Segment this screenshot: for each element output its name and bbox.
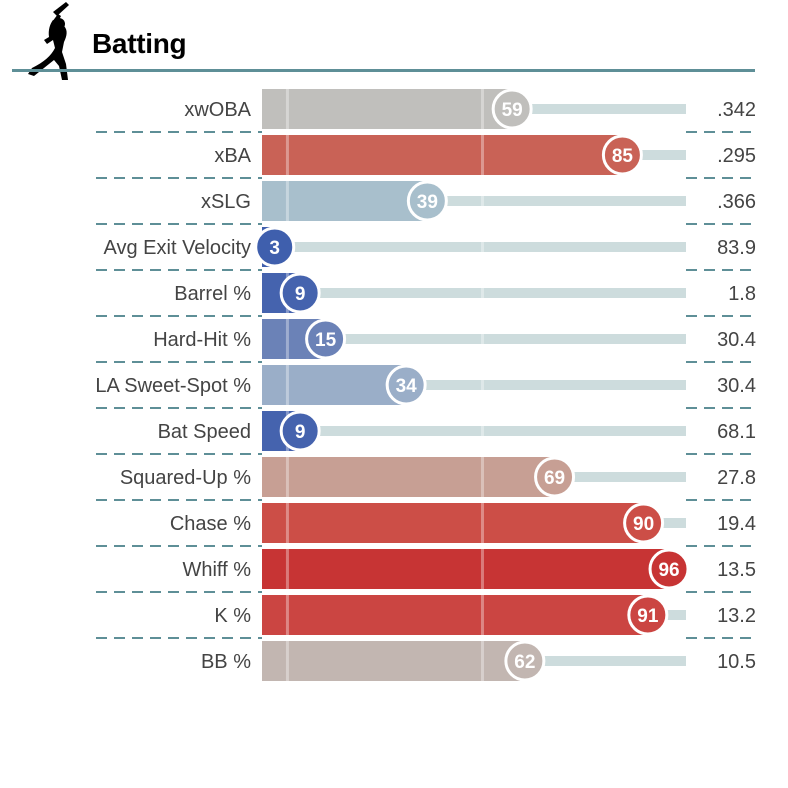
percentile-track <box>262 380 686 390</box>
percentile-label: 9 <box>295 284 306 305</box>
batter-silhouette-icon <box>28 2 69 80</box>
stat-value: 68.1 <box>717 421 756 443</box>
percentile-track <box>262 196 686 206</box>
stat-value: 19.4 <box>717 513 756 535</box>
percentile-label: 9 <box>295 422 306 443</box>
percentile-marker <box>254 226 296 268</box>
percentile-bar <box>262 135 623 175</box>
metric-label: Chase % <box>170 513 251 535</box>
percentile-marker <box>491 88 533 130</box>
percentile-bar <box>262 549 670 589</box>
percentile-track <box>262 288 686 298</box>
stat-value: 13.2 <box>717 605 756 627</box>
percentile-bar <box>262 365 407 405</box>
stat-value: 13.5 <box>717 559 756 581</box>
stat-value: .366 <box>717 191 756 213</box>
metric-label: xBA <box>214 145 251 167</box>
percentile-bar <box>262 641 525 681</box>
metric-label: Whiff % <box>182 559 251 581</box>
percentile-marker <box>279 272 321 314</box>
percentile-label: 96 <box>658 560 679 581</box>
metric-label: Bat Speed <box>158 421 251 443</box>
percentile-label: 91 <box>637 606 659 627</box>
stat-value: 1.8 <box>728 283 756 305</box>
stat-value: 30.4 <box>717 375 756 397</box>
percentile-marker <box>648 548 690 590</box>
stat-value: 27.8 <box>717 467 756 489</box>
percentile-label: 69 <box>544 468 565 489</box>
percentile-bar <box>262 457 555 497</box>
percentile-marker <box>504 640 546 682</box>
section-header: Batting <box>0 0 788 80</box>
percentile-track <box>262 334 686 344</box>
metric-label: xSLG <box>201 191 251 213</box>
metric-label: Hard-Hit % <box>153 329 251 351</box>
percentile-label: 59 <box>502 100 523 121</box>
percentile-marker <box>627 594 669 636</box>
stat-value: 10.5 <box>717 651 756 673</box>
metric-label: LA Sweet-Spot % <box>95 375 251 397</box>
stat-value: .295 <box>717 145 756 167</box>
percentile-label: 85 <box>612 146 634 167</box>
percentile-bar <box>262 181 428 221</box>
percentile-label: 3 <box>269 238 280 259</box>
stat-value: 83.9 <box>717 237 756 259</box>
metric-label: xwOBA <box>184 99 251 121</box>
metric-label: Squared-Up % <box>120 467 251 489</box>
percentile-marker <box>385 364 427 406</box>
percentile-track <box>262 242 686 252</box>
percentile-label: 90 <box>633 514 654 535</box>
metric-label: BB % <box>201 651 251 673</box>
percentile-marker <box>305 318 347 360</box>
stat-value: .342 <box>717 99 756 121</box>
percentile-marker <box>601 134 643 176</box>
percentile-bar <box>262 89 513 129</box>
percentile-label: 39 <box>417 192 438 213</box>
metric-label: K % <box>214 605 251 627</box>
percentile-bar <box>262 595 648 635</box>
stat-value: 30.4 <box>717 329 756 351</box>
metric-label: Avg Exit Velocity <box>104 237 251 259</box>
header-rule <box>12 69 755 72</box>
percentile-marker <box>623 502 665 544</box>
metric-label: Barrel % <box>174 283 251 305</box>
percentile-track <box>262 426 686 436</box>
page-title: Batting <box>92 28 187 59</box>
percentile-marker <box>279 410 321 452</box>
percentile-label: 34 <box>396 376 418 397</box>
percentile-marker <box>406 180 448 222</box>
percentile-label: 15 <box>315 330 337 351</box>
percentile-label: 62 <box>514 652 535 673</box>
percentile-marker <box>534 456 576 498</box>
percentile-bar <box>262 503 644 543</box>
